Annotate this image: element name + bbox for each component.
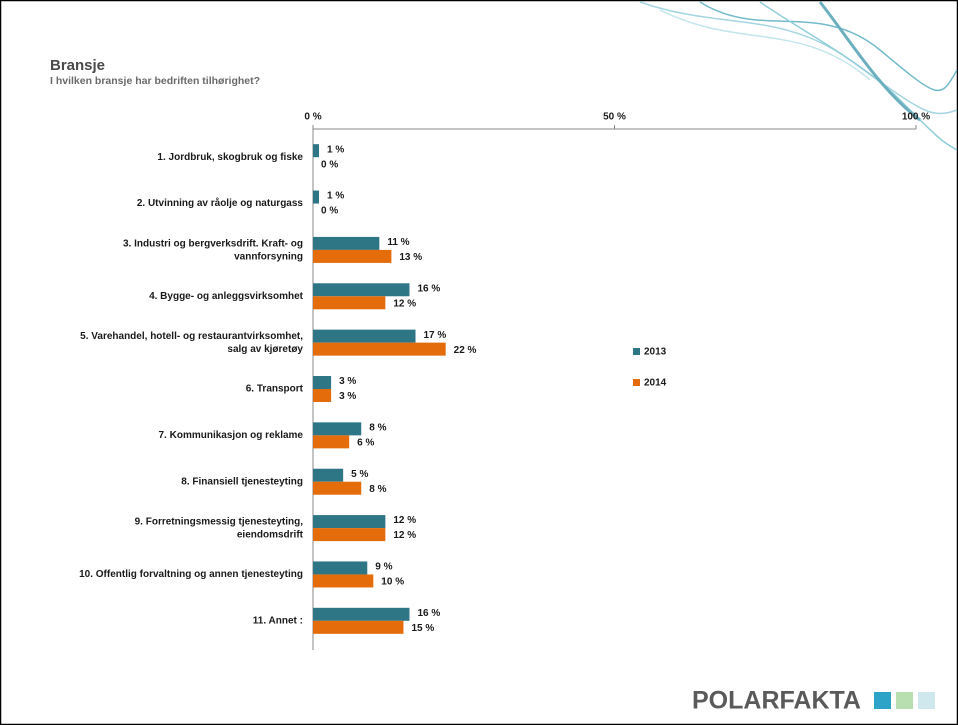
value-label: 17 % [424, 330, 447, 341]
value-label: 9 % [375, 562, 392, 573]
bar [313, 528, 386, 542]
logo-square [918, 692, 935, 709]
value-label: 15 % [411, 623, 434, 634]
bar [313, 607, 410, 621]
value-label: 8 % [369, 423, 386, 434]
chart-title: Bransje [50, 57, 105, 74]
bar [313, 561, 368, 575]
bar [313, 190, 320, 204]
bar [313, 342, 446, 356]
y-tick-label: 3. Industri og bergverksdrift. Kraft- og… [123, 238, 303, 262]
decoration [639, 1, 958, 151]
y-tick-label: 8. Finansiell tjenesteyting [181, 476, 303, 487]
y-tick-label: 4. Bygge- og anleggsvirksomhet [149, 291, 304, 302]
bar [313, 236, 380, 250]
legend-swatch [633, 348, 640, 355]
bar [313, 468, 344, 482]
bar [313, 283, 410, 297]
legend-swatch [633, 379, 640, 386]
bar [313, 249, 392, 263]
y-tick-label: 9. Forretningsmessig tjenesteyting, eiend… [135, 516, 304, 540]
logo: POLARFAKTA [692, 687, 861, 715]
value-label: 16 % [417, 608, 440, 619]
bar [313, 574, 374, 588]
legend-label: 2013 [644, 347, 667, 358]
bar [313, 389, 332, 402]
bar [313, 481, 362, 495]
y-tick-label: 2. Utvinning av råolje og naturgass [137, 197, 304, 209]
x-tick-label: 0 % [304, 112, 321, 123]
value-label: 13 % [399, 252, 422, 263]
value-label: 0 % [321, 206, 338, 217]
value-label: 12 % [393, 530, 416, 541]
value-label: 16 % [417, 283, 440, 294]
value-label: 3 % [339, 391, 356, 402]
value-label: 6 % [357, 438, 374, 449]
value-label: 0 % [321, 159, 338, 170]
y-tick-label: 11. Annet : [253, 615, 303, 626]
logo-square [896, 692, 913, 709]
y-tick-label: 1. Jordbruk, skogbruk og fiske [157, 152, 303, 163]
bar [313, 435, 350, 449]
y-tick-label: 5. Varehandel, hotell- og restaurantvirk… [80, 331, 303, 355]
y-tick-label: 10. Offentlig forvaltning og annen tjene… [79, 569, 303, 580]
bar [313, 620, 404, 634]
value-label: 1 % [327, 191, 344, 202]
bar [313, 422, 362, 436]
value-label: 12 % [393, 515, 416, 526]
x-tick-label: 100 % [902, 112, 930, 123]
bar [313, 515, 386, 529]
bar [313, 144, 320, 158]
value-label: 22 % [454, 345, 477, 356]
chart-subtitle: I hvilken bransje har bedriften tilhørig… [50, 75, 260, 87]
y-tick-label: 6. Transport [246, 384, 304, 395]
bar [313, 376, 332, 389]
value-label: 5 % [351, 469, 368, 480]
x-tick-label: 50 % [603, 112, 626, 123]
value-label: 3 % [339, 376, 356, 387]
logo-square [874, 692, 891, 709]
value-label: 10 % [381, 577, 404, 588]
value-label: 11 % [387, 237, 409, 248]
legend-label: 2014 [644, 378, 667, 389]
value-label: 12 % [393, 298, 416, 309]
y-tick-label: 7. Kommunikasjon og reklame [159, 430, 304, 441]
value-label: 8 % [369, 484, 386, 495]
value-label: 1 % [327, 144, 344, 155]
bar [313, 329, 416, 343]
bar [313, 296, 386, 310]
